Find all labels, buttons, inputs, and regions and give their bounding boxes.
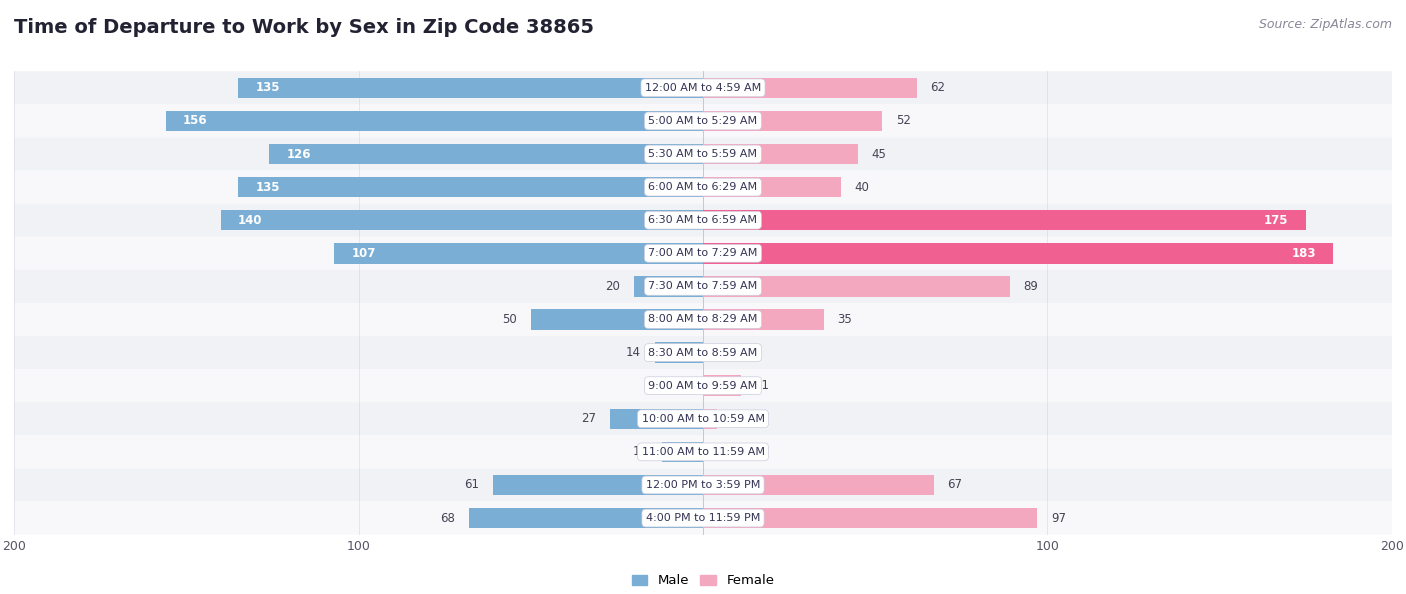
FancyBboxPatch shape [14, 170, 1392, 204]
Text: 183: 183 [1292, 247, 1316, 260]
Text: Source: ZipAtlas.com: Source: ZipAtlas.com [1258, 18, 1392, 31]
Text: 27: 27 [581, 412, 596, 425]
Text: 5:30 AM to 5:59 AM: 5:30 AM to 5:59 AM [648, 149, 758, 159]
Text: 4:00 PM to 11:59 PM: 4:00 PM to 11:59 PM [645, 513, 761, 523]
Text: 7:30 AM to 7:59 AM: 7:30 AM to 7:59 AM [648, 282, 758, 292]
Text: 52: 52 [896, 115, 911, 128]
Text: 107: 107 [352, 247, 375, 260]
FancyBboxPatch shape [14, 137, 1392, 170]
Bar [703, 508, 1038, 528]
Bar [703, 144, 858, 165]
Text: 126: 126 [287, 147, 311, 160]
Bar [335, 243, 703, 264]
Bar [703, 309, 824, 330]
Bar [662, 441, 703, 462]
Bar [221, 210, 703, 230]
Text: 14: 14 [626, 346, 641, 359]
Text: 68: 68 [440, 511, 456, 525]
FancyBboxPatch shape [14, 369, 1392, 402]
Bar [468, 508, 703, 528]
Bar [494, 475, 703, 495]
Bar [703, 110, 882, 131]
FancyBboxPatch shape [14, 402, 1392, 435]
Text: 6:00 AM to 6:29 AM: 6:00 AM to 6:29 AM [648, 182, 758, 192]
Bar [703, 409, 717, 429]
Bar [655, 342, 703, 363]
Bar [703, 78, 917, 98]
Text: 7:00 AM to 7:29 AM: 7:00 AM to 7:29 AM [648, 248, 758, 258]
Text: 5:00 AM to 5:29 AM: 5:00 AM to 5:29 AM [648, 116, 758, 126]
Text: 135: 135 [254, 81, 280, 94]
Bar [531, 309, 703, 330]
Bar [703, 243, 1333, 264]
Bar [634, 276, 703, 296]
Text: 140: 140 [238, 214, 263, 227]
Text: 50: 50 [502, 313, 517, 326]
Bar [703, 276, 1010, 296]
Text: 12:00 AM to 4:59 AM: 12:00 AM to 4:59 AM [645, 83, 761, 93]
Text: 0: 0 [717, 446, 724, 459]
Text: 156: 156 [183, 115, 208, 128]
Bar [238, 177, 703, 197]
Text: 11:00 AM to 11:59 AM: 11:00 AM to 11:59 AM [641, 447, 765, 457]
Text: 67: 67 [948, 478, 963, 491]
Text: 10:00 AM to 10:59 AM: 10:00 AM to 10:59 AM [641, 414, 765, 424]
FancyBboxPatch shape [14, 204, 1392, 237]
FancyBboxPatch shape [14, 469, 1392, 501]
Text: 6:30 AM to 6:59 AM: 6:30 AM to 6:59 AM [648, 215, 758, 225]
Text: 11: 11 [755, 379, 769, 392]
Bar [703, 177, 841, 197]
Text: 35: 35 [838, 313, 852, 326]
Text: 97: 97 [1050, 511, 1066, 525]
Text: Time of Departure to Work by Sex in Zip Code 38865: Time of Departure to Work by Sex in Zip … [14, 18, 595, 37]
Text: 4: 4 [731, 412, 738, 425]
Text: 45: 45 [872, 147, 887, 160]
FancyBboxPatch shape [14, 270, 1392, 303]
Text: 61: 61 [464, 478, 479, 491]
Bar [610, 409, 703, 429]
Bar [703, 375, 741, 396]
FancyBboxPatch shape [14, 71, 1392, 105]
Text: 175: 175 [1264, 214, 1289, 227]
FancyBboxPatch shape [14, 303, 1392, 336]
Bar [238, 78, 703, 98]
Text: 20: 20 [606, 280, 620, 293]
Bar [703, 475, 934, 495]
FancyBboxPatch shape [14, 105, 1392, 137]
Text: 0: 0 [682, 379, 689, 392]
Bar [269, 144, 703, 165]
Text: 8:00 AM to 8:29 AM: 8:00 AM to 8:29 AM [648, 314, 758, 324]
Legend: Male, Female: Male, Female [626, 569, 780, 593]
FancyBboxPatch shape [14, 336, 1392, 369]
Text: 9:00 AM to 9:59 AM: 9:00 AM to 9:59 AM [648, 381, 758, 391]
FancyBboxPatch shape [14, 237, 1392, 270]
Text: 12: 12 [633, 446, 648, 459]
Text: 12:00 PM to 3:59 PM: 12:00 PM to 3:59 PM [645, 480, 761, 490]
Text: 62: 62 [931, 81, 945, 94]
Text: 40: 40 [855, 181, 869, 194]
Text: 0: 0 [717, 346, 724, 359]
Bar [703, 210, 1306, 230]
Text: 8:30 AM to 8:59 AM: 8:30 AM to 8:59 AM [648, 347, 758, 358]
FancyBboxPatch shape [14, 501, 1392, 535]
Bar [166, 110, 703, 131]
Text: 135: 135 [254, 181, 280, 194]
FancyBboxPatch shape [14, 435, 1392, 469]
Text: 89: 89 [1024, 280, 1038, 293]
